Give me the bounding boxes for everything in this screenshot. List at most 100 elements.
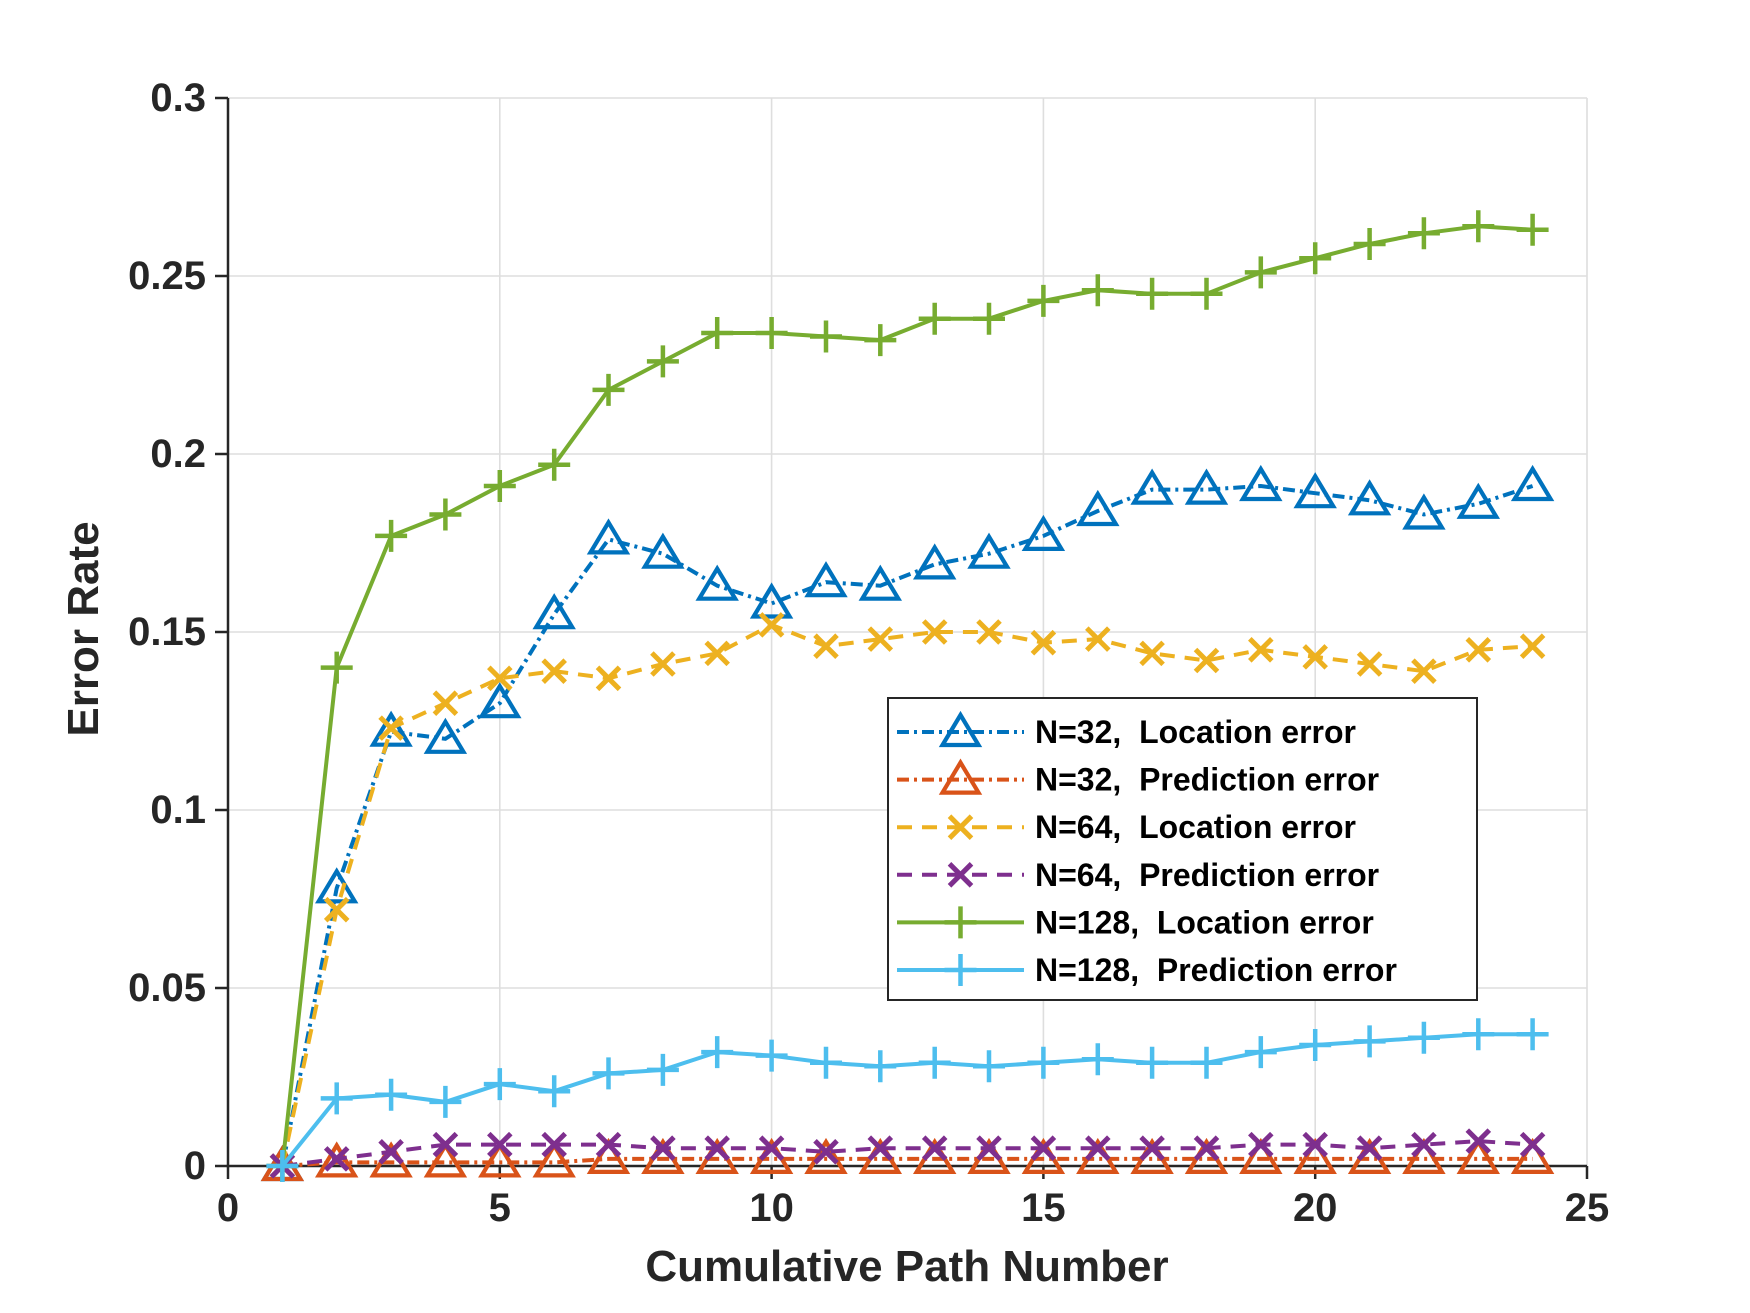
series-marker xyxy=(423,717,468,754)
series-marker xyxy=(646,1053,679,1086)
series-marker xyxy=(323,1146,350,1172)
series-marker xyxy=(1411,658,1437,684)
series-marker xyxy=(1190,1046,1223,1079)
y-tick-label: 0.1 xyxy=(150,788,206,832)
series-marker xyxy=(701,1036,734,1069)
legend-sample-marker xyxy=(938,710,983,748)
series-marker xyxy=(641,532,685,569)
series-marker xyxy=(1456,482,1501,519)
x-tick-label: 0 xyxy=(217,1186,239,1230)
series-marker xyxy=(976,619,1002,645)
series-marker xyxy=(320,651,353,684)
series-marker xyxy=(478,682,522,719)
legend-label: N=32, Location error xyxy=(1035,714,1356,750)
series-marker xyxy=(1081,274,1114,307)
series-marker xyxy=(864,324,897,357)
series-marker xyxy=(487,1131,513,1158)
series-marker xyxy=(918,1046,951,1079)
series-line xyxy=(282,1139,1533,1168)
legend-sample-marker xyxy=(938,758,983,795)
series-marker xyxy=(967,532,1011,569)
series-marker xyxy=(1027,284,1060,317)
series-marker xyxy=(973,302,1005,335)
series-marker xyxy=(1085,1135,1111,1161)
series-marker xyxy=(755,317,788,349)
series-marker xyxy=(483,470,516,502)
series-marker xyxy=(867,1135,894,1161)
series-marker xyxy=(755,1039,788,1072)
y-tick-label: 0.2 xyxy=(150,432,206,476)
legend-sample-marker xyxy=(944,954,977,986)
series-marker xyxy=(266,1150,299,1182)
series-marker xyxy=(1190,277,1223,310)
series-marker xyxy=(532,1141,576,1178)
series-marker xyxy=(592,1057,625,1090)
series-marker xyxy=(1353,1025,1386,1058)
series-marker xyxy=(1244,1036,1277,1069)
legend-label: N=64, Prediction error xyxy=(1035,857,1379,893)
series-marker xyxy=(1462,1018,1495,1051)
series-marker xyxy=(375,1078,408,1111)
series-marker xyxy=(429,498,462,531)
series-marker xyxy=(1293,472,1337,509)
series-marker xyxy=(1136,277,1169,310)
series-marker xyxy=(1081,1043,1114,1076)
series-marker xyxy=(810,320,842,353)
legend-label: N=128, Location error xyxy=(1035,904,1374,940)
series-marker xyxy=(592,373,625,406)
series-marker xyxy=(1347,479,1392,516)
series-marker xyxy=(323,896,350,923)
series-marker xyxy=(1021,514,1066,551)
series-marker xyxy=(595,1131,622,1158)
series-marker xyxy=(912,543,957,580)
series-marker xyxy=(541,658,567,684)
series-marker xyxy=(1184,468,1229,505)
x-tick-label: 5 xyxy=(489,1186,511,1230)
y-axis-label: Error Rate xyxy=(59,521,108,737)
legend-label: N=64, Location error xyxy=(1035,809,1356,845)
series-marker xyxy=(541,1131,567,1158)
series-marker xyxy=(758,612,785,638)
legend-sample-marker xyxy=(947,814,974,840)
series-marker xyxy=(704,640,730,667)
y-tick-label: 0.3 xyxy=(150,76,206,120)
series-marker xyxy=(804,1137,848,1174)
series-marker xyxy=(1510,464,1555,502)
series-marker xyxy=(1139,640,1165,667)
series-marker xyxy=(1356,651,1383,677)
series-marker xyxy=(532,593,576,630)
series-marker xyxy=(650,651,676,677)
series-marker xyxy=(1244,256,1277,289)
series-marker xyxy=(1402,493,1446,530)
series-marker xyxy=(1248,1131,1274,1158)
y-tick-label: 0.05 xyxy=(128,966,206,1010)
series-marker xyxy=(704,1135,730,1161)
series-marker xyxy=(375,519,408,552)
series-marker xyxy=(1130,468,1174,505)
series-marker xyxy=(858,564,903,601)
series-marker xyxy=(758,1135,785,1161)
series-marker xyxy=(813,633,839,659)
x-tick-label: 20 xyxy=(1293,1186,1338,1230)
series-marker xyxy=(1353,228,1386,260)
series-marker xyxy=(1193,647,1220,674)
series-marker xyxy=(1465,1128,1492,1154)
legend-box xyxy=(887,697,1478,1001)
series-line xyxy=(280,622,1533,1167)
series-marker xyxy=(810,1046,842,1079)
series-marker xyxy=(595,665,622,692)
series-marker xyxy=(378,1139,404,1165)
x-tick-label: 15 xyxy=(1021,1186,1066,1230)
series-marker xyxy=(1302,1131,1328,1158)
x-axis-label: Cumulative Path Number xyxy=(645,1242,1169,1291)
series-marker xyxy=(483,1068,516,1101)
series-marker xyxy=(586,518,631,555)
series-marker xyxy=(478,1141,522,1178)
series-marker xyxy=(1030,1135,1057,1161)
series-marker xyxy=(1465,637,1492,663)
series-marker xyxy=(1030,629,1057,656)
series-marker xyxy=(432,690,459,716)
series-marker xyxy=(1136,1046,1169,1079)
